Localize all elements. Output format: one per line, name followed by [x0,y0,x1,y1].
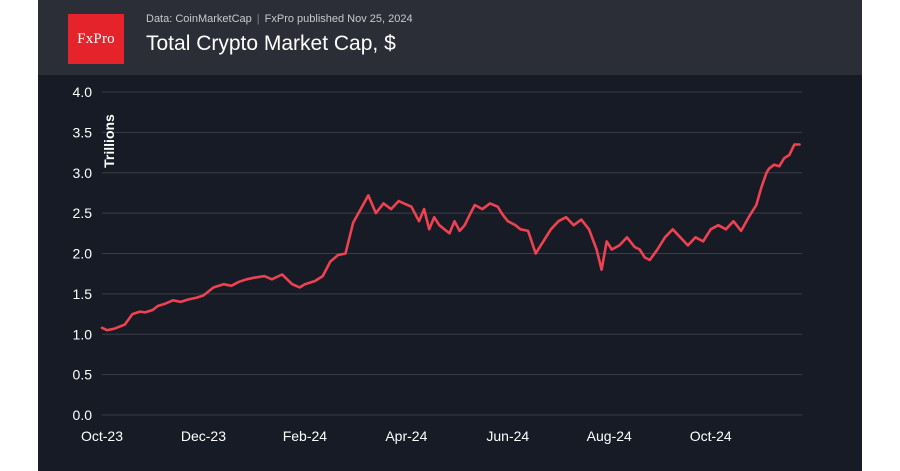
x-tick-label: Dec-23 [181,428,226,444]
data-source: Data: CoinMarketCap [146,13,252,25]
y-tick-label: 0.0 [73,407,93,423]
logo-text: FxPro [77,30,115,47]
y-tick-label: 0.5 [73,367,93,383]
chart-header: FxPro Data: CoinMarketCap | FxPro publishe… [38,0,862,75]
source-line: Data: CoinMarketCap | FxPro published Nov … [146,13,413,25]
y-tick-label: 3.5 [73,124,93,140]
y-axis: 0.0 0.5 1.0 1.5 2.0 2.5 3.0 3.5 4.0 [73,84,93,423]
chart-title: Total Crypto Market Cap, $ [146,32,396,55]
y-tick-label: 3.0 [73,165,93,181]
separator: | [256,13,260,25]
y-axis-label: Trillions [101,114,117,168]
line-chart: 0.0 0.5 1.0 1.5 2.0 2.5 3.0 3.5 4.0 Oct-23 Dec-23… [73,84,802,444]
published-date: FxPro published Nov 25, 2024 [264,13,413,25]
x-tick-label: Oct-24 [690,428,732,444]
x-tick-label: Aug-24 [587,428,632,444]
y-tick-label: 2.5 [73,205,93,221]
grid-lines [102,91,802,416]
series-line-total-crypto-market-cap [100,143,801,332]
y-tick-label: 2.0 [73,246,93,262]
y-tick-label: 1.0 [73,326,93,342]
x-tick-label: Apr-24 [385,428,427,444]
x-axis: Oct-23 Dec-23 Feb-24 Apr-24 Jun-24 Aug-24 Oct-… [81,428,732,444]
x-tick-label: Oct-23 [81,428,123,444]
y-tick-label: 1.5 [73,286,93,302]
y-tick-label: 4.0 [73,84,93,100]
fxpro-logo: FxPro [68,14,124,64]
x-tick-label: Jun-24 [486,428,529,444]
series-group [100,143,801,332]
x-tick-label: Feb-24 [283,428,328,444]
chart-panel: FxPro Data: CoinMarketCap | FxPro publishe… [38,0,862,471]
